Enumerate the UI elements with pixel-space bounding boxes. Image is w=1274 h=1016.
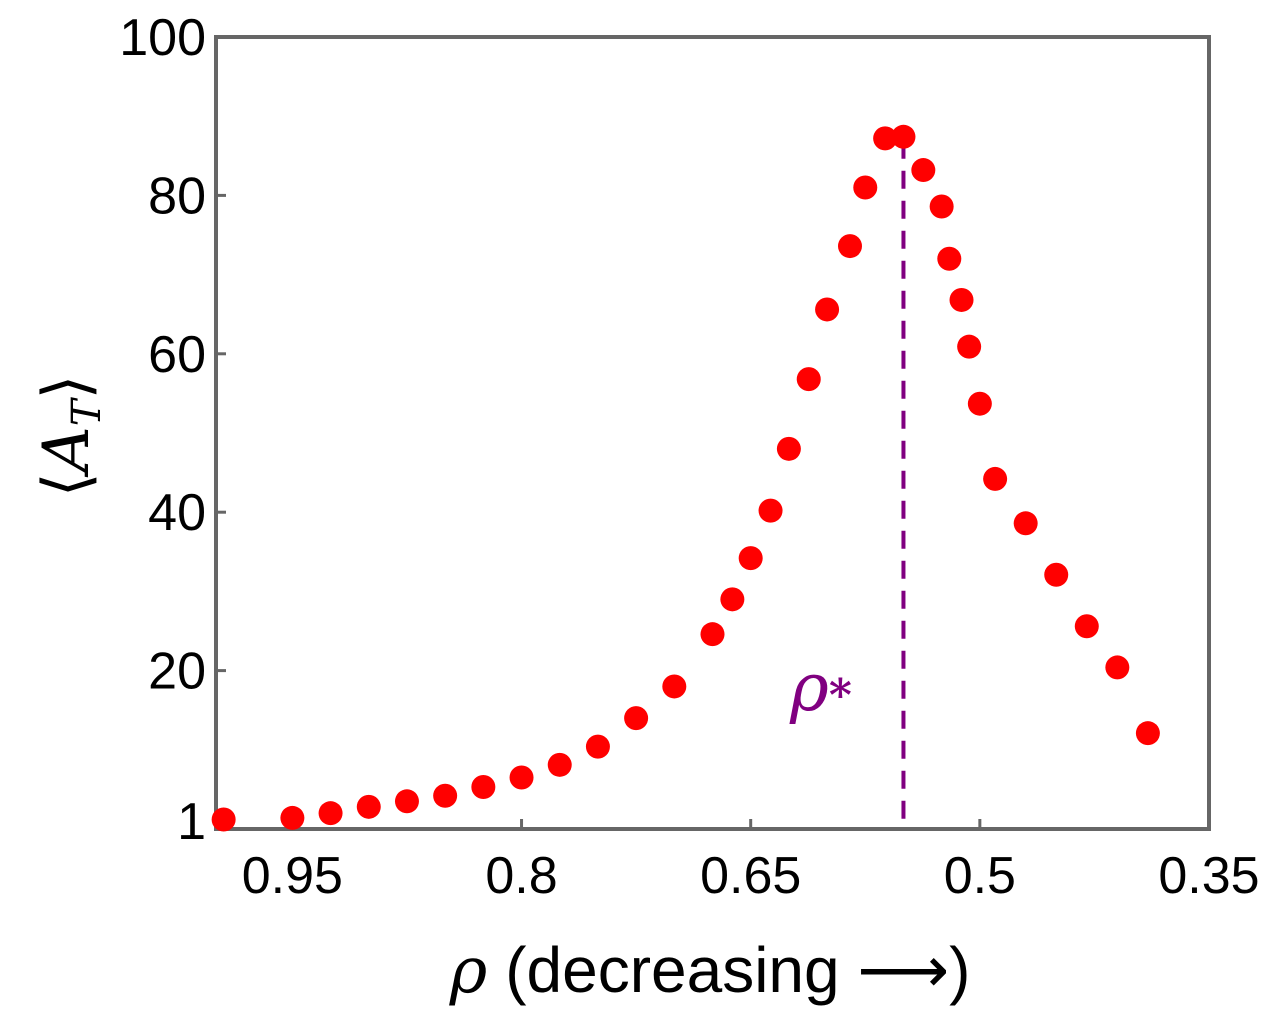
data-point [873, 126, 898, 151]
data-point [796, 367, 821, 392]
data-point [983, 466, 1008, 491]
data-point [967, 391, 992, 416]
data-point [758, 498, 783, 523]
data-point [720, 587, 745, 612]
x-axis-label: ρ (decreasing ⟶) [449, 934, 971, 1008]
data-point [280, 805, 305, 830]
data-point [776, 436, 801, 461]
data-point [585, 734, 610, 759]
data-point [394, 789, 419, 814]
x-tick-label: 0.95 [242, 847, 343, 905]
tick-labels: 0.95 0.8 0.65 0.5 0.35 1 20 40 60 80 100 [119, 9, 1259, 905]
data-point [433, 783, 458, 808]
data-point [700, 622, 725, 647]
y-tick-label: 40 [148, 484, 206, 542]
data-point [929, 194, 954, 219]
data-points [211, 124, 1160, 832]
data-point [1105, 655, 1130, 680]
data-point [356, 794, 381, 819]
y-tick-label: 60 [148, 326, 206, 384]
data-point [624, 706, 649, 731]
data-point [211, 807, 236, 832]
y-tick-label: 20 [148, 643, 206, 701]
data-point [911, 158, 936, 183]
y-tick-label: 80 [148, 167, 206, 225]
x-tick-label: 0.35 [1158, 847, 1259, 905]
data-point [1074, 614, 1099, 639]
data-point [318, 801, 343, 826]
x-tick-label: 0.65 [700, 847, 801, 905]
data-point [1135, 721, 1160, 746]
data-point [1013, 511, 1038, 536]
data-point [471, 775, 496, 800]
data-point [949, 287, 974, 312]
data-point [509, 765, 534, 790]
data-point [937, 246, 962, 271]
data-point [957, 334, 982, 359]
y-tick-label: 1 [177, 793, 206, 851]
x-tick-label: 0.5 [944, 847, 1016, 905]
data-point [815, 297, 840, 322]
data-point [547, 752, 572, 777]
ticks [216, 35, 1211, 829]
y-axis-label: ⟨AT⟩ [30, 375, 110, 498]
x-tick-label: 0.8 [485, 847, 557, 905]
data-point [853, 175, 878, 200]
plot-frame [214, 35, 1211, 831]
data-point [1044, 562, 1069, 587]
data-point [738, 546, 763, 571]
y-tick-label: 100 [119, 9, 206, 67]
data-point [662, 674, 687, 699]
critical-rho-label: ρ* [789, 649, 852, 726]
data-point [837, 234, 862, 259]
data-point [891, 124, 916, 149]
